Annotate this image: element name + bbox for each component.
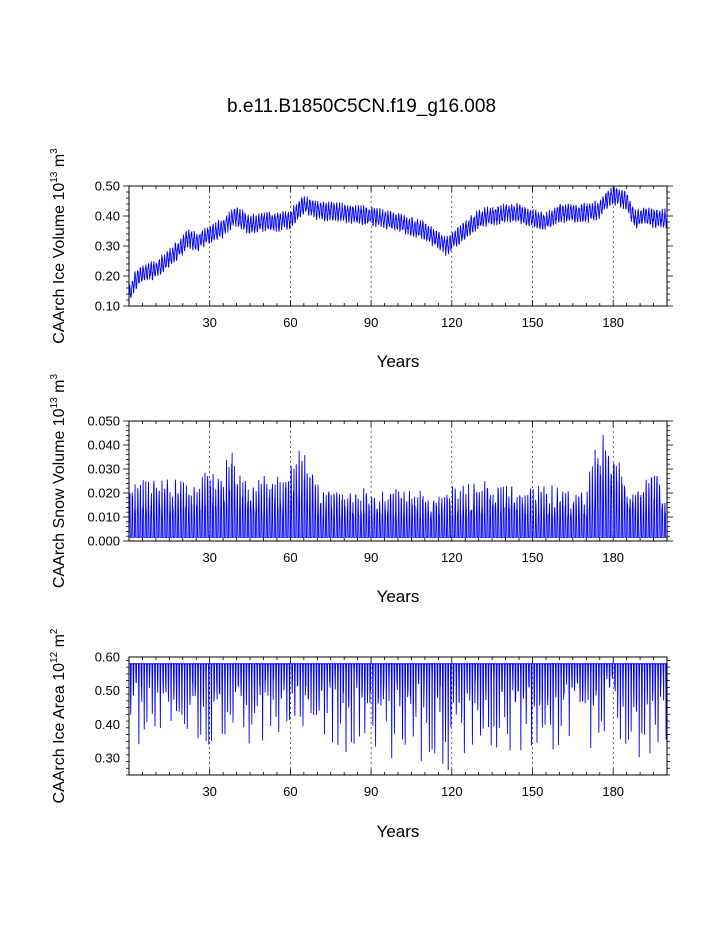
- x-axis-label: Years: [377, 822, 420, 841]
- y-tick-label: 0.50: [95, 683, 120, 698]
- x-tick-label: 90: [364, 784, 378, 799]
- x-axis-label: Years: [377, 352, 420, 371]
- y-axis-label: CAArch Snow Volume 1013 m3: [49, 374, 68, 589]
- x-tick-label: 30: [202, 550, 216, 565]
- y-axis-label: CAArch Ice Volume 1013 m3: [49, 148, 68, 344]
- y-tick-label: 0.50: [95, 179, 120, 194]
- y-tick-label: 0.60: [95, 650, 120, 665]
- y-tick-label: 0.030: [87, 462, 120, 477]
- x-tick-label: 60: [283, 550, 297, 565]
- y-tick-label: 0.010: [87, 510, 120, 525]
- y-tick-label: 0.040: [87, 438, 120, 453]
- x-tick-label: 150: [522, 550, 544, 565]
- chart-title: b.e11.B1850C5CN.f19_g16.008: [226, 96, 497, 117]
- y-tick-label: 0.20: [95, 269, 120, 284]
- chart-panel-1: 30 60 90 120 150 180 0.10 0.20 0.30 0.40 0.50 Years…: [49, 148, 673, 371]
- x-axis-label: Years: [377, 587, 420, 606]
- y-tick-label: 0.30: [95, 751, 120, 766]
- x-tick-label: 150: [522, 784, 544, 799]
- x-tick-label: 60: [283, 315, 297, 330]
- x-tick-label: 150: [522, 315, 544, 330]
- series-line: [129, 663, 667, 771]
- x-tick-label: 30: [202, 784, 216, 799]
- series-line: [128, 186, 668, 299]
- y-tick-label: 0.020: [87, 486, 120, 501]
- x-tick-label: 120: [441, 784, 463, 799]
- y-tick-label: 0.050: [87, 414, 120, 429]
- x-tick-label: 90: [364, 315, 378, 330]
- x-tick-label: 30: [202, 315, 216, 330]
- y-tick-label: 0.30: [95, 239, 120, 254]
- y-tick-label: 0.40: [95, 209, 120, 224]
- y-tick-label: 0.10: [95, 299, 120, 314]
- x-tick-label: 120: [441, 550, 463, 565]
- x-tick-label: 180: [602, 315, 624, 330]
- x-tick-label: 90: [364, 550, 378, 565]
- x-tick-label: 180: [602, 784, 624, 799]
- y-axis-label: CAArch Ice Area 1012 m2: [49, 628, 68, 803]
- chart-panel-3: 30 60 90 120 150 180 0.30 0.40 0.50 0.60 Years CAAr…: [49, 628, 670, 841]
- y-tick-label: 0.000: [87, 534, 120, 549]
- x-tick-label: 120: [441, 315, 463, 330]
- x-tick-label: 60: [283, 784, 297, 799]
- series-line: [128, 434, 667, 538]
- chart-panel-2: 30 60 90 120 150 180 0.000 0.010 0.020 0.030 0.040…: [49, 374, 673, 606]
- y-tick-label: 0.40: [95, 717, 120, 732]
- x-tick-label: 180: [602, 550, 624, 565]
